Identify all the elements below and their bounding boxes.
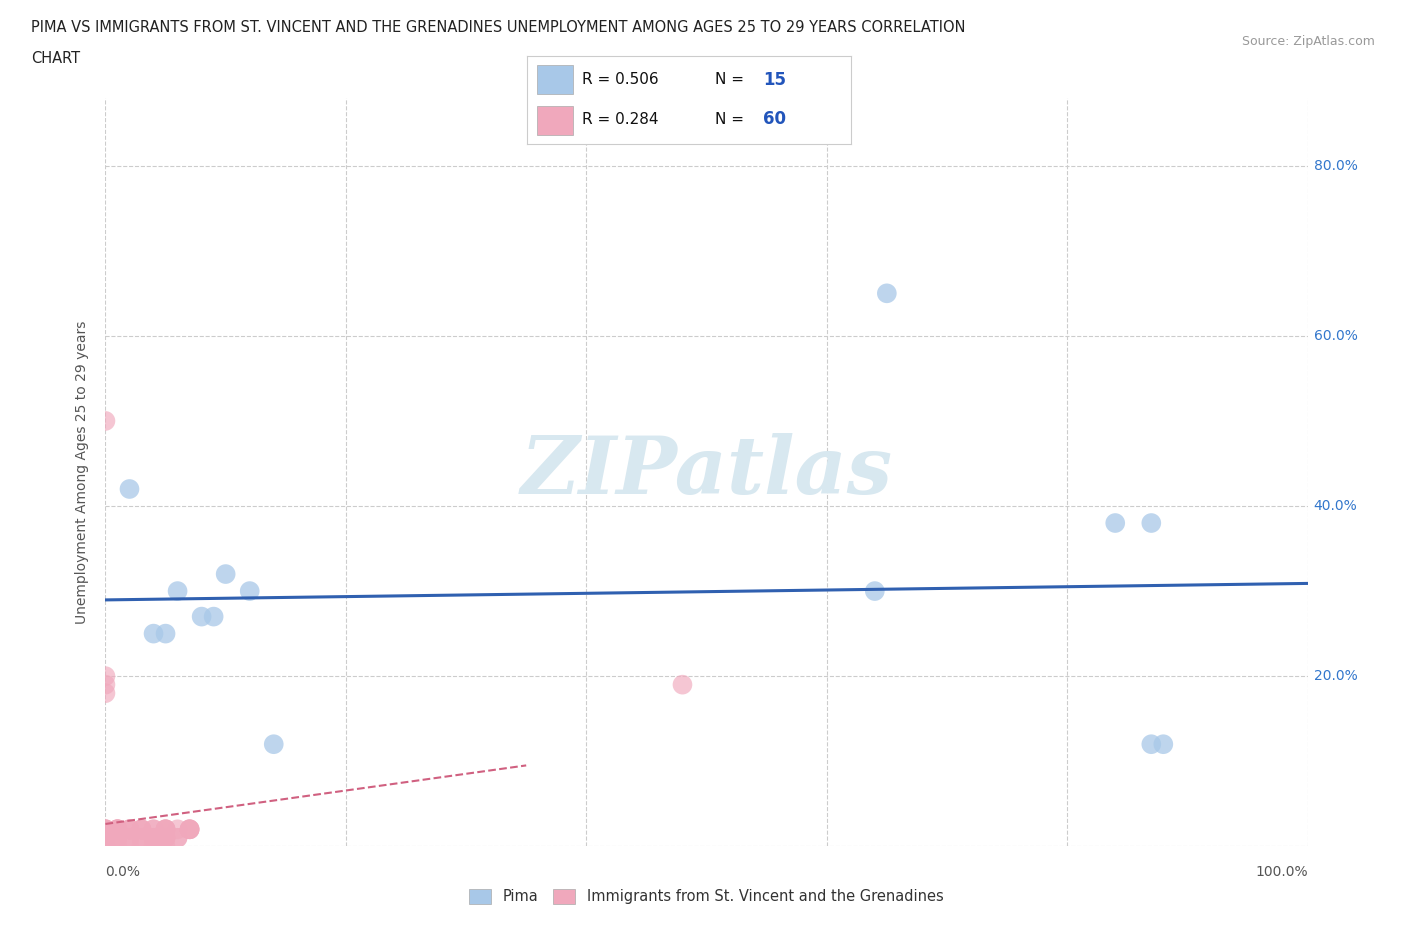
Point: [155, 839, 177, 854]
Point: [155, 830, 177, 845]
Point: [94, 414, 117, 429]
Text: N =: N =: [714, 112, 748, 126]
Point: [118, 839, 141, 854]
Point: [155, 822, 177, 837]
Point: [94, 669, 117, 684]
Point: [94, 822, 117, 837]
Point: [131, 830, 153, 845]
Point: [94, 677, 117, 692]
Point: [131, 822, 153, 837]
Point: [142, 830, 165, 845]
Point: [94, 822, 117, 837]
Point: [107, 822, 129, 837]
Bar: [537, 65, 572, 94]
Text: Source: ZipAtlas.com: Source: ZipAtlas.com: [1241, 35, 1375, 48]
Point: [1104, 515, 1126, 530]
Point: [94, 685, 117, 700]
Point: [179, 822, 201, 837]
Point: [179, 822, 201, 837]
Point: [107, 830, 129, 845]
Point: [94, 830, 117, 845]
Text: 60.0%: 60.0%: [1313, 329, 1357, 343]
Point: [142, 626, 165, 641]
Point: [155, 830, 177, 845]
Point: [142, 822, 165, 837]
Point: [94, 839, 117, 854]
Point: [94, 822, 117, 837]
Text: 60: 60: [763, 111, 786, 128]
Point: [166, 822, 188, 837]
Point: [876, 286, 898, 300]
Point: [131, 822, 153, 837]
Point: [214, 566, 236, 581]
Legend: Pima, Immigrants from St. Vincent and the Grenadines: Pima, Immigrants from St. Vincent and th…: [464, 884, 949, 910]
Point: [107, 822, 129, 837]
Point: [155, 822, 177, 837]
Point: [155, 822, 177, 837]
Point: [131, 822, 153, 837]
Point: [1140, 737, 1163, 751]
Point: [239, 584, 262, 599]
Point: [263, 737, 285, 751]
Point: [94, 839, 117, 854]
Point: [118, 822, 141, 837]
Point: [166, 584, 188, 599]
Text: 15: 15: [763, 71, 786, 88]
Point: [118, 822, 141, 837]
Point: [94, 839, 117, 854]
Point: [107, 830, 129, 845]
Point: [107, 822, 129, 837]
Bar: [537, 106, 572, 136]
Point: [131, 839, 153, 854]
Point: [142, 830, 165, 845]
Point: [118, 830, 141, 845]
Point: [142, 830, 165, 845]
Point: [94, 830, 117, 845]
Point: [94, 830, 117, 845]
Point: [155, 626, 177, 641]
Point: [142, 839, 165, 854]
Point: [107, 830, 129, 845]
Point: [107, 822, 129, 837]
Point: [107, 839, 129, 854]
Text: 100.0%: 100.0%: [1256, 865, 1308, 879]
Point: [118, 482, 141, 497]
Point: [155, 830, 177, 845]
Point: [155, 822, 177, 837]
Point: [190, 609, 212, 624]
Point: [179, 822, 201, 837]
Point: [166, 830, 188, 845]
Point: [1152, 737, 1174, 751]
Text: R = 0.506: R = 0.506: [582, 73, 659, 87]
Point: [107, 822, 129, 837]
Point: [142, 830, 165, 845]
Y-axis label: Unemployment Among Ages 25 to 29 years: Unemployment Among Ages 25 to 29 years: [76, 320, 90, 624]
Point: [118, 822, 141, 837]
Point: [131, 830, 153, 845]
Text: R = 0.284: R = 0.284: [582, 112, 659, 126]
Point: [179, 822, 201, 837]
Text: 80.0%: 80.0%: [1313, 159, 1357, 173]
Text: 40.0%: 40.0%: [1313, 499, 1357, 513]
Point: [863, 584, 886, 599]
Point: [142, 822, 165, 837]
Text: CHART: CHART: [31, 51, 80, 66]
Point: [1140, 515, 1163, 530]
Point: [202, 609, 225, 624]
Text: N =: N =: [714, 73, 748, 87]
Text: ZIPatlas: ZIPatlas: [520, 433, 893, 511]
Text: 20.0%: 20.0%: [1313, 670, 1357, 684]
Point: [155, 830, 177, 845]
Point: [94, 822, 117, 837]
Text: 0.0%: 0.0%: [105, 865, 141, 879]
Point: [671, 677, 693, 692]
Point: [166, 830, 188, 845]
Point: [94, 839, 117, 854]
Text: PIMA VS IMMIGRANTS FROM ST. VINCENT AND THE GRENADINES UNEMPLOYMENT AMONG AGES 2: PIMA VS IMMIGRANTS FROM ST. VINCENT AND …: [31, 20, 966, 35]
Point: [118, 830, 141, 845]
